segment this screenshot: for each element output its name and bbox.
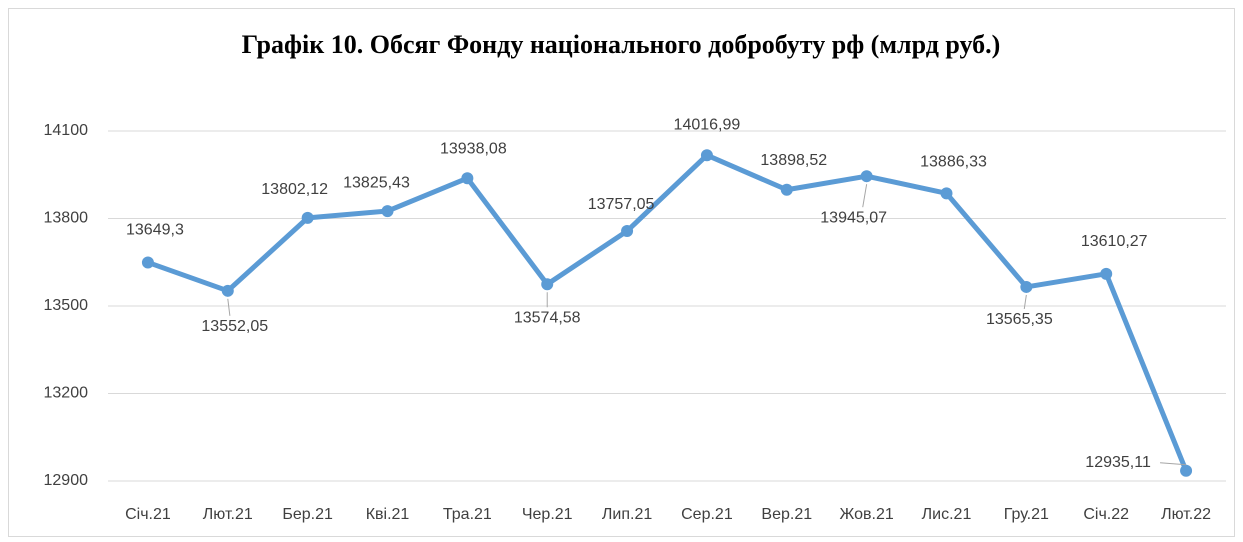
marker xyxy=(541,278,554,291)
marker xyxy=(141,256,154,269)
y-tick-label: 12900 xyxy=(44,472,89,489)
chart-border xyxy=(8,8,1235,537)
data-label: 13802,12 xyxy=(261,181,328,198)
data-label: 13565,35 xyxy=(986,311,1053,328)
x-tick-label: Чер.21 xyxy=(522,506,573,523)
x-tick-label: Вер.21 xyxy=(761,506,812,523)
data-label: 13898,52 xyxy=(760,152,827,169)
x-tick-label: Січ.22 xyxy=(1083,506,1129,523)
marker xyxy=(1020,280,1033,293)
marker xyxy=(381,205,394,218)
x-tick-label: Бер.21 xyxy=(282,506,333,523)
data-label: 13938,08 xyxy=(440,140,507,157)
x-tick-label: Лют.22 xyxy=(1161,506,1211,523)
marker xyxy=(621,225,634,238)
data-label: 13610,27 xyxy=(1081,233,1148,250)
data-label: 12935,11 xyxy=(1085,454,1151,471)
x-tick-label: Тра.21 xyxy=(443,506,492,523)
data-label: 14016,99 xyxy=(674,116,741,133)
x-tick-label: Жов.21 xyxy=(840,506,894,523)
x-tick-label: Січ.21 xyxy=(125,506,171,523)
leader-line xyxy=(1160,462,1187,466)
marker xyxy=(780,183,793,196)
data-label: 13825,43 xyxy=(343,174,410,191)
marker xyxy=(1100,267,1113,280)
x-tick-label: Лип.21 xyxy=(602,506,652,523)
y-tick-label: 13800 xyxy=(44,210,89,227)
marker xyxy=(301,211,314,224)
leader-line xyxy=(862,184,868,208)
x-tick-label: Кві.21 xyxy=(366,506,410,523)
leader-line xyxy=(227,298,231,316)
x-tick-label: Лют.21 xyxy=(203,506,253,523)
chart-title: Графік 10. Обсяг Фонду національного доб… xyxy=(242,30,1001,59)
line xyxy=(147,152,1189,472)
marker xyxy=(700,149,713,162)
data-label: 13945,07 xyxy=(820,209,887,226)
data-label: 13757,05 xyxy=(588,196,655,213)
x-tick-label: Сер.21 xyxy=(681,506,733,523)
data-label: 13886,33 xyxy=(920,154,987,171)
marker xyxy=(461,172,474,185)
leader-line xyxy=(1023,294,1027,310)
y-tick-label: 14100 xyxy=(44,122,89,139)
data-label: 13649,3 xyxy=(126,222,184,239)
x-tick-label: Лис.21 xyxy=(922,506,972,523)
x-tick-label: Гру.21 xyxy=(1004,506,1049,523)
data-label: 13574,58 xyxy=(514,309,581,326)
data-label: 13552,05 xyxy=(201,318,268,335)
marker xyxy=(221,284,234,297)
marker xyxy=(860,170,873,183)
y-tick-label: 13500 xyxy=(44,297,89,314)
marker xyxy=(1180,464,1193,477)
y-tick-label: 13200 xyxy=(44,385,89,402)
marker xyxy=(940,187,953,200)
